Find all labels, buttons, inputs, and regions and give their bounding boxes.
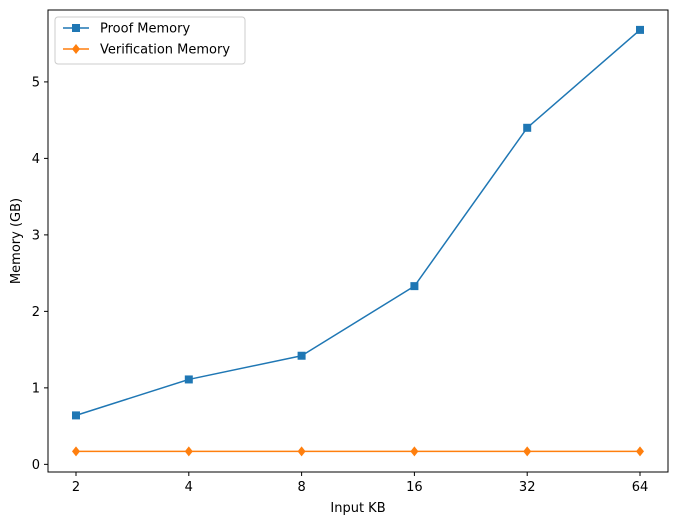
- x-axis-ticks: 2 4 8 16 32 64: [72, 472, 648, 495]
- x-tick-label: 8: [297, 480, 305, 495]
- data-point: [184, 375, 193, 384]
- data-point: [636, 446, 644, 457]
- legend-label-verification-memory: Verification Memory: [100, 43, 230, 58]
- y-tick-label: 1: [32, 381, 40, 396]
- legend-marker-proof-memory: [72, 24, 80, 32]
- x-tick-label: 64: [632, 480, 649, 495]
- x-tick-label: 2: [72, 480, 80, 495]
- data-point: [523, 446, 532, 457]
- plot-area: [47, 9, 669, 473]
- data-point: [184, 446, 193, 457]
- legend-marker-verification-memory: [72, 44, 80, 54]
- legend-label-proof-memory: Proof Memory: [100, 22, 190, 37]
- series-layer: [72, 25, 644, 457]
- y-axis-label: Memory (GB): [9, 198, 24, 284]
- legend-frame: [54, 16, 246, 65]
- data-point: [410, 446, 419, 457]
- legend-entry-verification-memory: Verification Memory: [63, 43, 230, 58]
- legend-entry-proof-memory: Proof Memory: [63, 22, 190, 37]
- data-point: [72, 411, 80, 420]
- x-tick-label: 16: [406, 480, 423, 495]
- series-proof-memory: [72, 25, 644, 420]
- series-verification-memory: [72, 446, 644, 457]
- legend: Proof Memory Verification Memory: [54, 16, 246, 65]
- data-point: [72, 446, 80, 457]
- series-line-proof-memory: [75, 29, 641, 417]
- data-point: [410, 282, 419, 291]
- y-tick-label: 3: [32, 228, 40, 243]
- data-point: [297, 446, 306, 457]
- x-axis-label: Input KB: [330, 501, 385, 516]
- x-tick-label: 32: [519, 480, 536, 495]
- y-tick-label: 2: [32, 305, 40, 320]
- y-tick-label: 4: [32, 152, 40, 167]
- x-tick-label: 4: [185, 480, 193, 495]
- data-point: [636, 25, 644, 34]
- data-point: [297, 351, 306, 360]
- y-axis-ticks: 0 1 2 3 4 5: [32, 75, 48, 473]
- data-point: [523, 123, 532, 132]
- y-tick-label: 5: [32, 75, 40, 90]
- y-tick-label: 0: [32, 458, 40, 473]
